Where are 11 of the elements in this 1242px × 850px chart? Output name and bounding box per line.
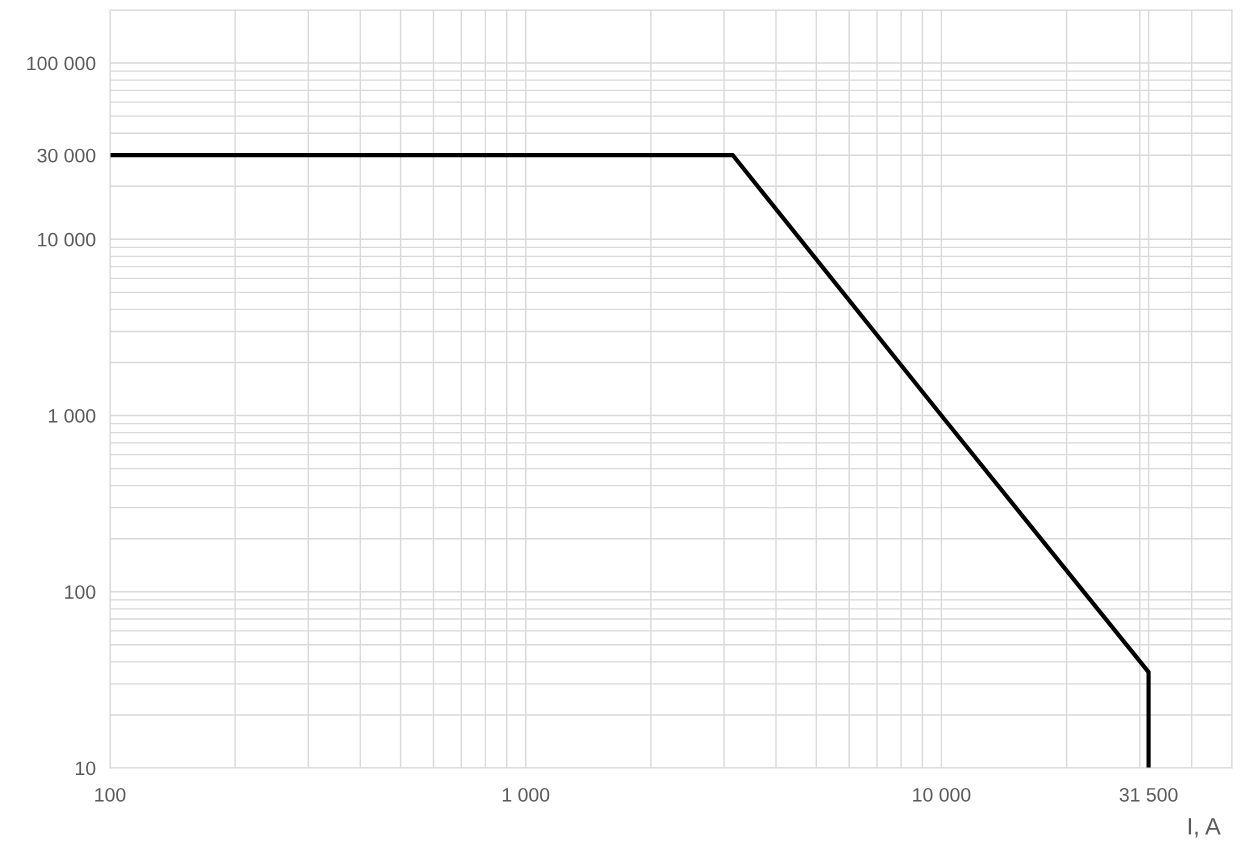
y-tick-label: 1 000 bbox=[48, 408, 96, 423]
x-tick-label: 10 000 bbox=[913, 787, 971, 802]
y-tick-label: 10 000 bbox=[38, 232, 96, 247]
x-tick-label: 1 000 bbox=[502, 787, 550, 802]
x-axis-title: I, A bbox=[1188, 818, 1221, 838]
y-tick-label: 30 000 bbox=[37, 148, 96, 163]
y-tick-label: 10 bbox=[75, 761, 96, 776]
x-tick-label: 100 bbox=[95, 787, 126, 802]
x-tick-label: 31 500 bbox=[1119, 787, 1178, 802]
y-tick-label: 100 000 bbox=[27, 56, 96, 71]
y-tick-label: 100 bbox=[65, 585, 96, 599]
